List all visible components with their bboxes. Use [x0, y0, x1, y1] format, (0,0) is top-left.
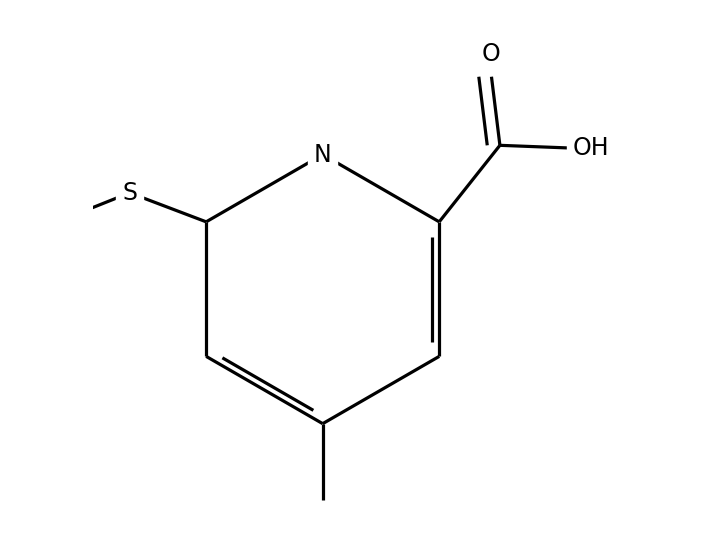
Text: N: N: [314, 143, 331, 167]
Text: O: O: [482, 42, 501, 66]
Text: S: S: [122, 181, 137, 205]
Text: OH: OH: [573, 136, 609, 160]
